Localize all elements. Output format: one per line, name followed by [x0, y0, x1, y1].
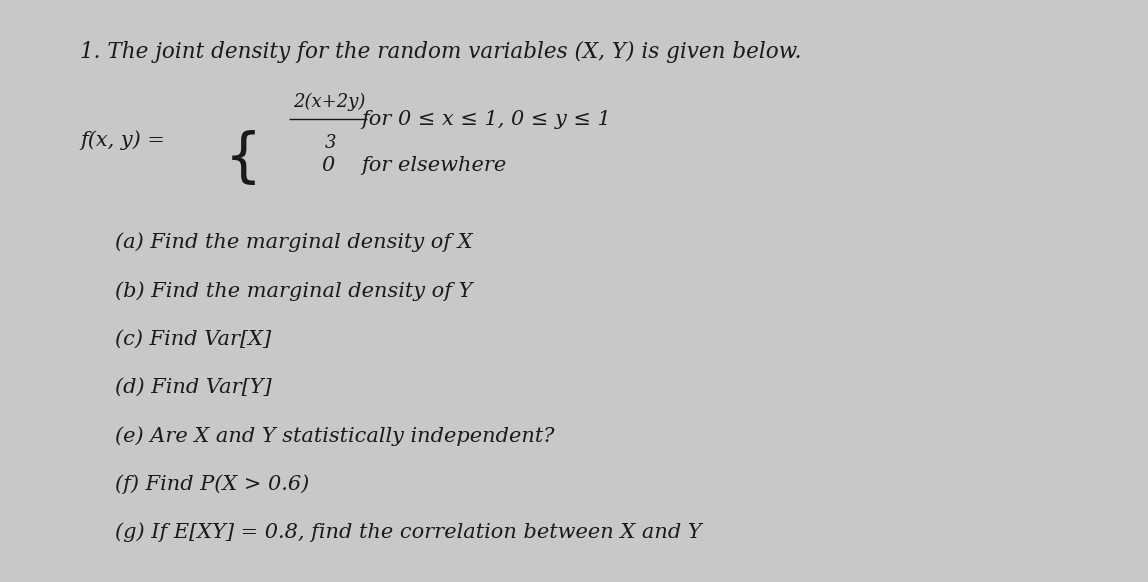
Text: for 0 ≤ x ≤ 1, 0 ≤ y ≤ 1: for 0 ≤ x ≤ 1, 0 ≤ y ≤ 1 [362, 110, 612, 129]
Text: 1. The joint density for the random variables (X, Y) is given below.: 1. The joint density for the random vari… [80, 41, 801, 63]
Text: (b) Find the marginal density of Y: (b) Find the marginal density of Y [115, 281, 472, 301]
Text: (e) Are X and Y statistically independent?: (e) Are X and Y statistically independen… [115, 426, 554, 446]
Text: f(x, y) =: f(x, y) = [80, 130, 165, 150]
Text: (c) Find Var[X]: (c) Find Var[X] [115, 329, 271, 349]
Text: (f) Find P(X > 0.6): (f) Find P(X > 0.6) [115, 474, 309, 494]
Text: (a) Find the marginal density of X: (a) Find the marginal density of X [115, 233, 473, 253]
Text: for elsewhere: for elsewhere [362, 157, 507, 175]
Text: $\{$: $\{$ [224, 127, 256, 187]
Text: 0: 0 [321, 157, 335, 175]
Text: (g) If E[XY] = 0.8, find the correlation between X and Y: (g) If E[XY] = 0.8, find the correlation… [115, 523, 701, 542]
Text: 2(x+2y): 2(x+2y) [293, 93, 365, 111]
Text: 3: 3 [325, 134, 336, 151]
Text: (d) Find Var[Y]: (d) Find Var[Y] [115, 378, 271, 397]
